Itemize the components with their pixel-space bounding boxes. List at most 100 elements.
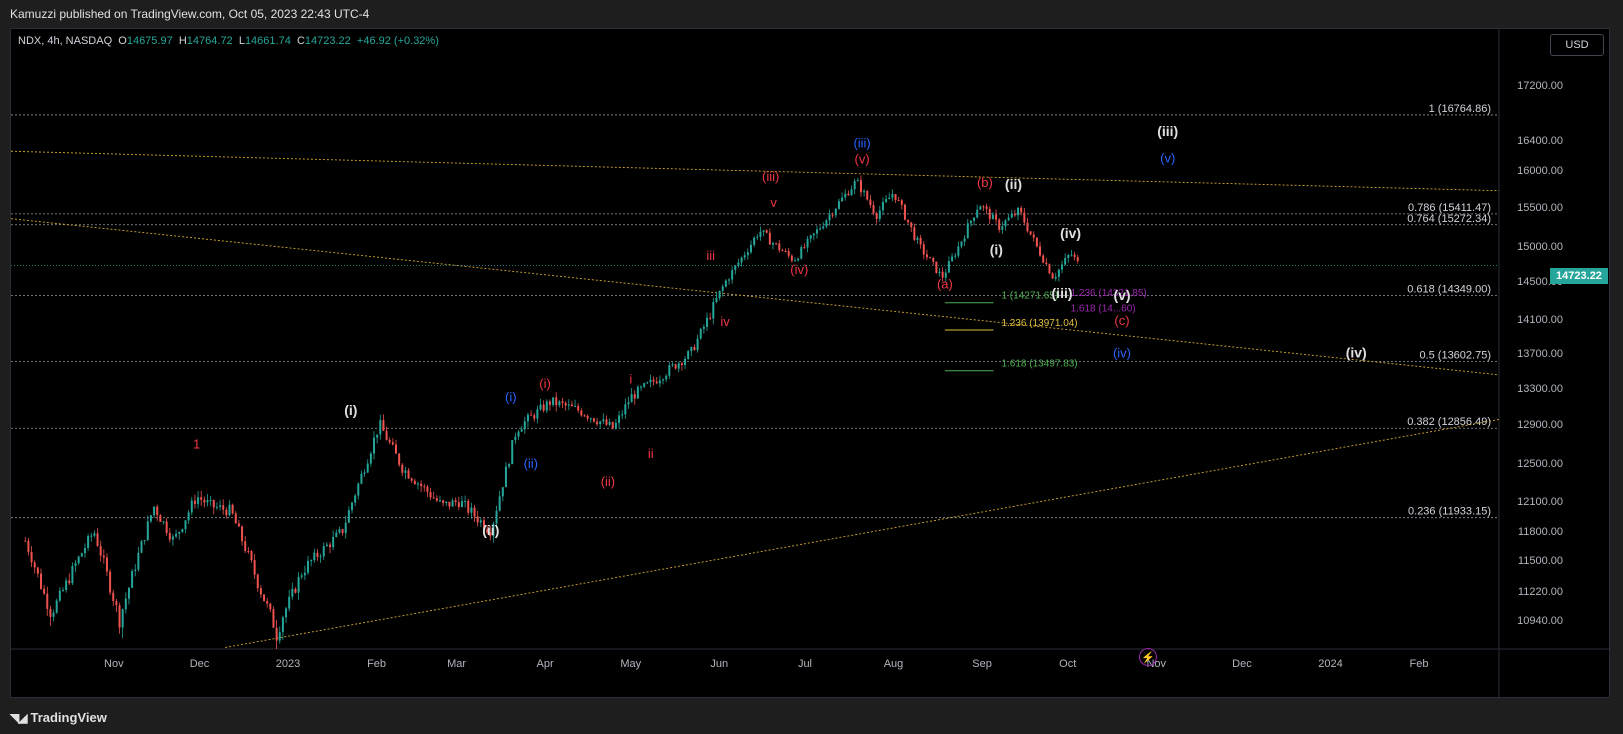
candle-body	[797, 258, 800, 261]
candle-body	[272, 609, 275, 628]
candle-body	[680, 363, 683, 365]
candle-body	[87, 536, 90, 548]
candle-body	[825, 220, 828, 227]
candle-body	[517, 431, 520, 437]
candle-body	[674, 364, 677, 369]
candle-body	[256, 574, 259, 589]
close-label: C	[296, 35, 305, 47]
candle-body	[969, 220, 972, 224]
candle-body	[878, 210, 881, 219]
wave-label: (ii)	[601, 474, 615, 489]
candle-body	[460, 501, 463, 507]
candle-body	[596, 421, 599, 425]
candle-body	[784, 251, 787, 253]
candle-body	[1067, 255, 1070, 258]
candle-body	[420, 483, 423, 487]
candle-body	[476, 516, 479, 523]
wave-label: (iv)	[1060, 225, 1081, 241]
candle-body	[866, 191, 869, 200]
candle-body	[197, 497, 200, 504]
price-axis-tick: 11220.00	[1518, 586, 1563, 598]
candle-body	[756, 236, 759, 238]
candle-body	[935, 261, 938, 273]
candle-body	[344, 522, 347, 534]
fib-level-label: 0.5 (13602.75)	[1419, 350, 1491, 362]
wave-label: (i)	[990, 241, 1003, 257]
candle-body	[294, 588, 297, 593]
candle-body	[373, 437, 376, 454]
candle-body	[922, 244, 925, 255]
low-label: L	[238, 35, 245, 47]
candle-body	[957, 246, 960, 256]
candle-body	[859, 180, 862, 193]
candle-body	[837, 201, 840, 209]
candle-body	[504, 466, 507, 488]
wave-label: ii	[648, 446, 654, 461]
lightning-icon[interactable]: ⚡	[1139, 648, 1157, 666]
fib-level-label: 0.764 (15272.34)	[1407, 213, 1491, 225]
candle-body	[479, 520, 482, 523]
candle-body	[800, 247, 803, 259]
price-axis-tick: 11500.00	[1518, 555, 1563, 567]
candle-body	[316, 552, 319, 557]
candle-body	[806, 238, 809, 248]
fib-level-label: 0.382 (12856.49)	[1407, 416, 1491, 428]
fib-level-label: 0.618 (14349.00)	[1407, 283, 1491, 295]
candle-body	[853, 181, 856, 190]
candle-body	[608, 421, 611, 425]
candle-body	[187, 512, 190, 521]
candle-body	[168, 533, 171, 540]
price-axis-tick: 15500.00	[1517, 202, 1563, 214]
wave-label: (ii)	[524, 456, 538, 471]
candle-body	[1032, 234, 1035, 238]
candle-body	[580, 410, 583, 416]
candle-body	[693, 347, 696, 351]
candle-body	[266, 601, 269, 604]
candle-body	[863, 191, 866, 193]
currency-button[interactable]: USD	[1550, 34, 1604, 56]
candle-body	[618, 415, 621, 423]
candle-body	[787, 251, 790, 256]
candle-body	[875, 213, 878, 219]
candle-body	[567, 404, 570, 406]
tradingview-logo[interactable]: ◥◢ TradingView	[10, 710, 107, 725]
candle-body	[379, 420, 382, 435]
candle-body	[171, 536, 174, 540]
candle-body	[482, 520, 485, 530]
candle-body	[834, 208, 837, 216]
candle-body	[558, 401, 561, 406]
candle-body	[508, 464, 511, 467]
candle-body	[391, 442, 394, 445]
candle-body	[244, 541, 247, 552]
candle-body	[49, 608, 52, 617]
fib-extension-label: 1 (14271.65)	[1001, 291, 1058, 302]
candle-body	[281, 617, 284, 633]
candle-body	[869, 199, 872, 206]
top-bar: Kamuzzi published on TradingView.com, Oc…	[0, 0, 1623, 28]
candle-body	[831, 214, 834, 216]
candle-body	[979, 206, 982, 210]
price-chart[interactable]: 1 (16764.86) 0.786 (15411.47)0.764 (15272…	[11, 29, 1611, 699]
candle-body	[570, 404, 573, 407]
symbol-label[interactable]: NDX, 4h, NASDAQ	[18, 35, 113, 47]
time-axis-tick: Dec	[190, 658, 210, 670]
candle-body	[938, 271, 941, 273]
wave-label: (v)	[855, 151, 870, 166]
price-axis-tick: 11800.00	[1518, 526, 1563, 538]
candle-body	[630, 394, 633, 403]
chart-area[interactable]: 1 (16764.86) 0.786 (15411.47) 0.764 (15272…	[10, 28, 1611, 699]
candle-body	[750, 244, 753, 253]
time-axis-tick: Jun	[710, 658, 728, 670]
candle-body	[677, 363, 680, 369]
candle-body	[781, 250, 784, 252]
candle-body	[951, 256, 954, 262]
candle-body	[288, 596, 291, 609]
fib-level-label: 0.236 (11933.15)	[1408, 506, 1491, 518]
candle-body	[586, 415, 589, 419]
candle-body	[43, 588, 46, 594]
candle-body	[178, 531, 181, 534]
candle-body	[442, 500, 445, 504]
candle-body	[966, 223, 969, 239]
candle-body	[190, 500, 193, 513]
candle-body	[80, 553, 83, 557]
